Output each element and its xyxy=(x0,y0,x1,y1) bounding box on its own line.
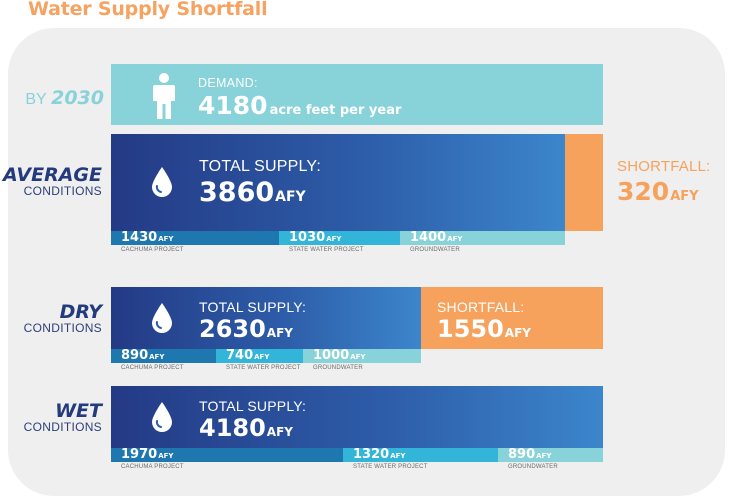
segment-groundwater: 1400AFY GROUNDWATER xyxy=(400,230,565,253)
segment-groundwater: 1000AFY GROUNDWATER xyxy=(303,348,421,371)
total-supply-unit: AFY xyxy=(266,326,293,340)
shortfall-label: SHORTFALL: xyxy=(617,158,711,175)
segment-name: STATE WATER PROJECT xyxy=(226,365,301,371)
total-supply-unit: AFY xyxy=(266,425,293,439)
segment-cachuma: 1430AFY CACHUMA PROJECT xyxy=(111,230,279,253)
segment-unit: AFY xyxy=(149,353,165,361)
segment-value: 1430 xyxy=(121,230,158,245)
demand-bar: DEMAND: 4180 acre feet per year xyxy=(111,64,603,125)
shortfall-unit: AFY xyxy=(504,326,531,340)
segment-value: 1320 xyxy=(353,447,390,462)
segment-value-line: 1430AFY xyxy=(121,230,173,245)
segment-unit: AFY xyxy=(447,235,463,243)
segment-value-line: 890AFY xyxy=(508,447,551,462)
supply-bar-average: TOTAL SUPPLY: 3860AFY xyxy=(111,134,565,231)
segment-value: 1970 xyxy=(121,447,158,462)
segment-value: 1030 xyxy=(289,230,326,245)
segment-name: GROUNDWATER xyxy=(410,247,460,253)
total-supply-value: 4180 xyxy=(199,414,266,442)
segment-name: STATE WATER PROJECT xyxy=(289,247,364,253)
total-supply-label: TOTAL SUPPLY: xyxy=(199,398,307,414)
segment-unit: AFY xyxy=(326,235,342,243)
segment-unit: AFY xyxy=(254,353,270,361)
total-supply-label: TOTAL SUPPLY: xyxy=(199,158,322,175)
segment-name: GROUNDWATER xyxy=(508,464,558,470)
segment-value-line: 1970AFY xyxy=(121,447,173,462)
segment-value: 1400 xyxy=(410,230,447,245)
row-label-dry: DRY xyxy=(59,301,102,323)
segment-unit: AFY xyxy=(158,235,174,243)
demand-label: DEMAND: xyxy=(198,76,258,90)
segment-cachuma: 890AFY CACHUMA PROJECT xyxy=(111,348,216,371)
row-sublabel-average: CONDITIONS xyxy=(23,184,102,198)
shortfall-label: SHORTFALL: xyxy=(437,299,525,315)
shortfall-bar-dry: SHORTFALL: 1550AFY xyxy=(421,287,603,349)
shortfall-unit: AFY xyxy=(670,189,699,204)
total-supply-value: 2630 xyxy=(199,315,266,343)
total-supply-value-line: 4180AFY xyxy=(199,414,293,442)
row-label-average: AVERAGE xyxy=(2,164,102,186)
segment-unit: AFY xyxy=(390,452,406,460)
segment-unit: AFY xyxy=(158,452,174,460)
segment-value-line: 740AFY xyxy=(226,348,269,363)
segment-value: 890 xyxy=(508,447,536,462)
segment-state-water: 1030AFY STATE WATER PROJECT xyxy=(279,230,400,253)
segment-value: 890 xyxy=(121,348,149,363)
row-sublabel-dry: CONDITIONS xyxy=(23,321,102,335)
supply-bar-dry: TOTAL SUPPLY: 2630AFY xyxy=(111,287,421,349)
shortfall-value: 1550 xyxy=(437,315,504,343)
total-supply-unit: AFY xyxy=(275,189,306,205)
segment-strip-dry: 890AFY CACHUMA PROJECT 740AFY STATE WATER P… xyxy=(111,348,421,371)
row-sublabel-wet: CONDITIONS xyxy=(23,420,102,434)
total-supply-value-line: 2630AFY xyxy=(199,315,293,343)
segment-state-water: 740AFY STATE WATER PROJECT xyxy=(216,348,303,371)
segment-name: CACHUMA PROJECT xyxy=(121,247,184,253)
water-drop-icon xyxy=(152,402,172,432)
segment-state-water: 1320AFY STATE WATER PROJECT xyxy=(343,447,498,470)
demand-value-line: 4180 acre feet per year xyxy=(198,91,401,120)
segment-unit: AFY xyxy=(350,353,366,361)
water-drop-icon xyxy=(152,167,172,197)
supply-bar-wet: TOTAL SUPPLY: 4180AFY xyxy=(111,386,603,448)
total-supply-value-line: 3860AFY xyxy=(199,177,306,208)
segment-name: CACHUMA PROJECT xyxy=(121,464,184,470)
segment-value-line: 1400AFY xyxy=(410,230,462,245)
segment-name: CACHUMA PROJECT xyxy=(121,365,184,371)
shortfall-value-line: 320AFY xyxy=(617,177,699,206)
segment-unit: AFY xyxy=(536,452,552,460)
person-icon xyxy=(153,73,175,119)
segment-groundwater: 890AFY GROUNDWATER xyxy=(498,447,603,470)
segment-value-line: 1320AFY xyxy=(353,447,405,462)
segment-value: 1000 xyxy=(313,348,350,363)
segment-value-line: 1000AFY xyxy=(313,348,365,363)
segment-value-line: 1030AFY xyxy=(289,230,341,245)
shortfall-value-line: 1550AFY xyxy=(437,315,531,343)
total-supply-label: TOTAL SUPPLY: xyxy=(199,299,307,315)
demand-row-label-prefix: BY xyxy=(25,91,47,108)
segment-name: STATE WATER PROJECT xyxy=(353,464,428,470)
shortfall-bar-average xyxy=(565,134,603,231)
water-drop-icon xyxy=(152,303,172,333)
shortfall-value: 320 xyxy=(617,177,670,206)
chart-title: Water Supply Shortfall xyxy=(28,0,268,20)
segment-strip-average: 1430AFY CACHUMA PROJECT 1030AFY STATE WATER… xyxy=(111,230,565,253)
demand-unit: acre feet per year xyxy=(269,103,402,118)
segment-cachuma: 1970AFY CACHUMA PROJECT xyxy=(111,447,343,470)
demand-value: 4180 xyxy=(198,91,268,120)
demand-row-label: BY 2030 xyxy=(0,87,104,109)
total-supply-value: 3860 xyxy=(199,177,275,208)
segment-value: 740 xyxy=(226,348,254,363)
row-label-wet: WET xyxy=(55,400,102,422)
demand-row-label-year: 2030 xyxy=(51,87,104,109)
segment-value-line: 890AFY xyxy=(121,348,164,363)
segment-strip-wet: 1970AFY CACHUMA PROJECT 1320AFY STATE WATER… xyxy=(111,447,603,470)
segment-name: GROUNDWATER xyxy=(313,365,363,371)
